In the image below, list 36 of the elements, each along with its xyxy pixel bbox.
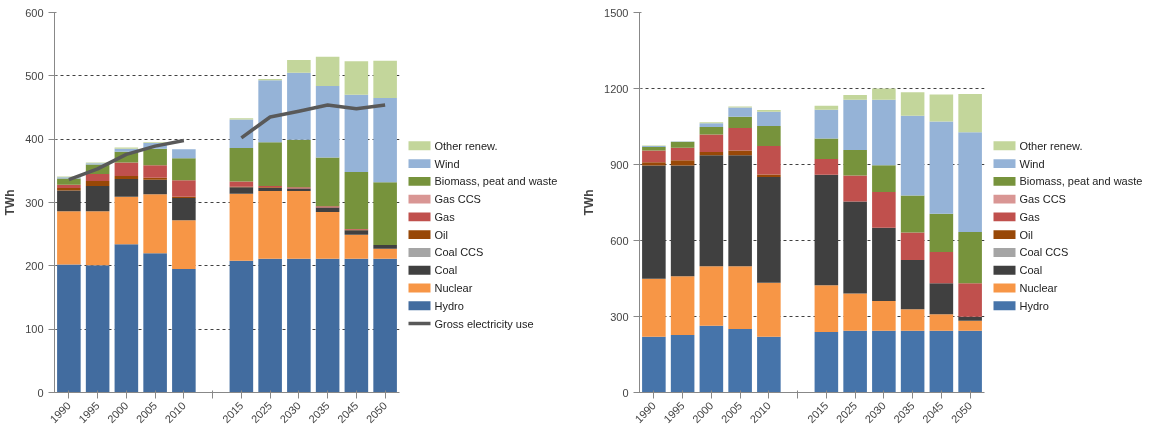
legend-label: Coal CCS [434, 246, 484, 259]
y-tick-label: 600 [25, 6, 44, 19]
legend-label: Other renew. [434, 139, 498, 152]
y-axis-title: TWh [3, 189, 18, 216]
legend-label: Gas CCS [434, 193, 481, 206]
legend-label: Biomass, peat and waste [434, 175, 558, 188]
legend-label: Oil [1019, 228, 1033, 241]
legend-label: Nuclear [434, 281, 473, 294]
legend-label: Hydro [1019, 299, 1049, 312]
legend-label: Gas CCS [1019, 193, 1066, 206]
y-tick-label: 300 [610, 310, 629, 323]
legend-label: Nuclear [1019, 281, 1058, 294]
legend-label: Coal [1019, 264, 1043, 277]
legend-label: Coal CCS [1019, 246, 1069, 259]
y-tick-label: 300 [25, 196, 44, 209]
y-tick-label: 600 [610, 234, 629, 247]
legend-label: Hydro [434, 299, 464, 312]
y-tick-label: 1200 [604, 82, 629, 95]
y-tick-label: 100 [25, 323, 44, 336]
y-tick-label: 0 [622, 386, 629, 399]
y-tick-label: 400 [25, 133, 44, 146]
legend-label: Gas [1019, 210, 1041, 223]
y-tick-label: 200 [25, 259, 44, 272]
y-tick-label: 500 [25, 69, 44, 82]
legend-label: Coal [434, 264, 458, 277]
y-tick-label: 0 [37, 386, 44, 399]
legend-label: Oil [434, 228, 448, 241]
legend-label: Gross electricity use [434, 317, 534, 330]
y-tick-label: 1500 [604, 6, 629, 19]
legend-label: Wind [434, 157, 460, 170]
y-tick-label: 900 [610, 158, 629, 171]
legend-label: Wind [1019, 157, 1045, 170]
legend-label: Gas [434, 210, 456, 223]
y-axis-title: TWh [582, 189, 597, 216]
legend-label: Other renew. [1019, 139, 1083, 152]
legend-label: Biomass, peat and waste [1019, 175, 1143, 188]
